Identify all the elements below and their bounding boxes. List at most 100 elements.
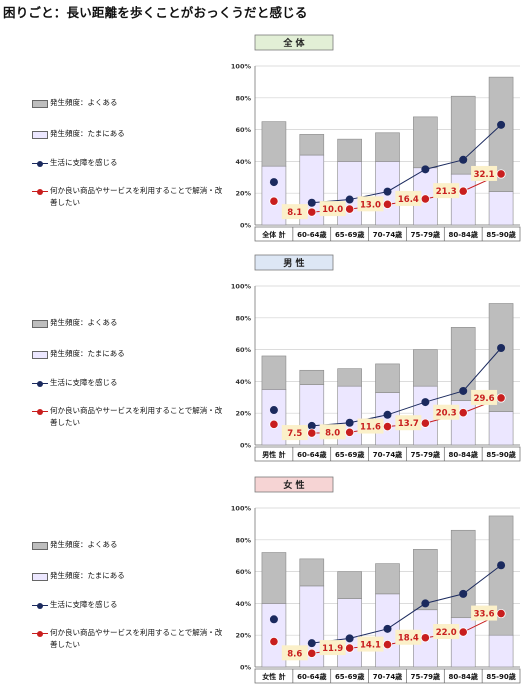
category-table — [254, 226, 521, 242]
legend-swatch-sometimes — [32, 351, 48, 359]
y-tick-label: 40% — [235, 158, 251, 166]
marker-difficulty — [497, 344, 506, 353]
data-label-box — [395, 415, 422, 431]
y-tick-label: 80% — [235, 536, 251, 544]
marker-difficulty — [459, 155, 468, 164]
data-label: 22.0 — [436, 628, 457, 638]
y-tick-label: 80% — [235, 314, 251, 322]
legend-label: 何か良い商品やサービスを利用することで解消・改善したい — [50, 628, 223, 649]
bar-often — [299, 134, 325, 156]
chart-header-box — [254, 34, 334, 51]
chart-header-box — [254, 476, 334, 493]
marker-difficulty — [497, 561, 506, 570]
marker-improve — [345, 204, 355, 214]
legend-item-difficulty: 生活に支障を感じる — [32, 599, 118, 611]
data-label-box — [281, 425, 308, 441]
y-tick-label: 0% — [240, 442, 252, 450]
marker-difficulty — [383, 410, 392, 419]
legend-swatch-difficulty — [32, 602, 48, 610]
marker-difficulty — [345, 634, 354, 643]
y-tick-label: 80% — [235, 94, 251, 102]
legend-swatch-often — [32, 542, 48, 550]
category-label: 男性 計 — [262, 450, 285, 459]
legend: 発生頻度：よくある 発生頻度：たまにある 生活に支障を感じる 何か良い商品やサー… — [32, 33, 252, 258]
legend-label: 発生頻度：よくある — [50, 540, 118, 549]
marker-improve — [269, 419, 279, 429]
bar-often — [375, 363, 400, 393]
chart-female: 女 性 0% 20% 40% 60% 80% 100% 女性 計 60-64歳 65-69歳 70-… — [231, 476, 521, 684]
legend-label: 発生頻度：よくある — [50, 98, 118, 107]
data-label: 10.0 — [322, 205, 343, 215]
data-label: 8.0 — [325, 428, 340, 438]
marker-improve — [420, 633, 430, 643]
chart-header-box — [254, 254, 334, 271]
marker-difficulty — [421, 398, 430, 407]
category-label: 80-84歳 — [449, 450, 478, 459]
category-table — [254, 446, 521, 462]
category-label: 女性 計 — [262, 672, 285, 681]
data-label-box — [319, 640, 346, 656]
marker-difficulty — [459, 589, 468, 598]
bar-sometimes — [488, 191, 514, 226]
category-label: 80-84歳 — [449, 672, 478, 681]
y-tick-label: 0% — [240, 222, 252, 230]
bar-sometimes — [337, 598, 362, 668]
marker-difficulty — [421, 599, 430, 608]
chart-male: 男 性 0% 20% 40% 60% 80% 100% 男性 計 60-64歳 65-69歳 70-… — [231, 254, 521, 462]
data-label-box — [357, 636, 384, 652]
y-tick-label: 60% — [235, 346, 251, 354]
series-line-difficulty — [311, 124, 502, 204]
legend-item-difficulty: 生活に支障を感じる — [32, 377, 118, 389]
bar-often — [261, 121, 287, 167]
marker-improve — [496, 169, 506, 179]
bar-often — [337, 571, 362, 599]
chart-title: 女 性 — [283, 479, 304, 491]
marker-improve — [420, 194, 430, 204]
y-tick-label: 100% — [231, 63, 252, 71]
category-label: 65-69歳 — [335, 672, 364, 681]
marker-improve — [307, 648, 317, 658]
data-label: 8.1 — [287, 208, 302, 218]
marker-improve — [345, 427, 355, 437]
bar-often — [261, 552, 287, 604]
legend-item-often: 発生頻度：よくある — [32, 97, 118, 109]
bar-often — [299, 558, 325, 587]
legend-item-sometimes: 発生頻度：たまにある — [32, 128, 125, 140]
legend-swatch-difficulty — [32, 160, 48, 168]
legend-item-improve: 何か良い商品やサービスを利用することで解消・改善したい — [32, 627, 232, 651]
bar-sometimes — [488, 634, 514, 668]
legend-swatch-improve — [32, 630, 48, 638]
series-line-difficulty — [311, 564, 502, 644]
bar-often — [337, 368, 362, 387]
marker-improve — [382, 199, 393, 209]
legend-swatch-improve — [32, 408, 48, 416]
marker-improve — [382, 421, 393, 432]
category-label: 85-90歳 — [486, 672, 515, 681]
y-tick-label: 100% — [231, 283, 252, 291]
legend-item-often: 発生頻度：よくある — [32, 317, 118, 329]
data-label-box — [357, 418, 384, 434]
legend: 発生頻度：よくある 発生頻度：たまにある 生活に支障を感じる 何か良い商品やサー… — [32, 475, 252, 700]
category-label: 70-74歳 — [373, 672, 402, 681]
data-label-box — [433, 624, 460, 640]
chart-title: 全 体 — [282, 37, 305, 49]
data-label: 20.3 — [436, 409, 457, 419]
marker-difficulty — [383, 187, 392, 196]
legend-label: 何か良い商品やサービスを利用することで解消・改善したい — [50, 406, 223, 427]
category-label: 60-64歳 — [297, 450, 326, 459]
category-label: 75-79歳 — [411, 450, 440, 459]
marker-improve — [269, 636, 279, 647]
data-label: 14.1 — [360, 641, 381, 651]
category-label: 全体 計 — [261, 230, 285, 239]
data-label: 11.6 — [360, 423, 381, 433]
category-label: 65-69歳 — [335, 230, 364, 239]
legend-item-often: 発生頻度：よくある — [32, 539, 118, 551]
category-label: 75-79歳 — [411, 672, 440, 681]
legend-label: 生活に支障を感じる — [50, 158, 118, 167]
category-label: 80-84歳 — [449, 230, 478, 239]
marker-improve — [307, 428, 317, 438]
marker-difficulty — [307, 198, 316, 207]
bar-sometimes — [488, 411, 514, 446]
data-label: 13.7 — [398, 419, 419, 429]
bar-often — [337, 138, 362, 162]
